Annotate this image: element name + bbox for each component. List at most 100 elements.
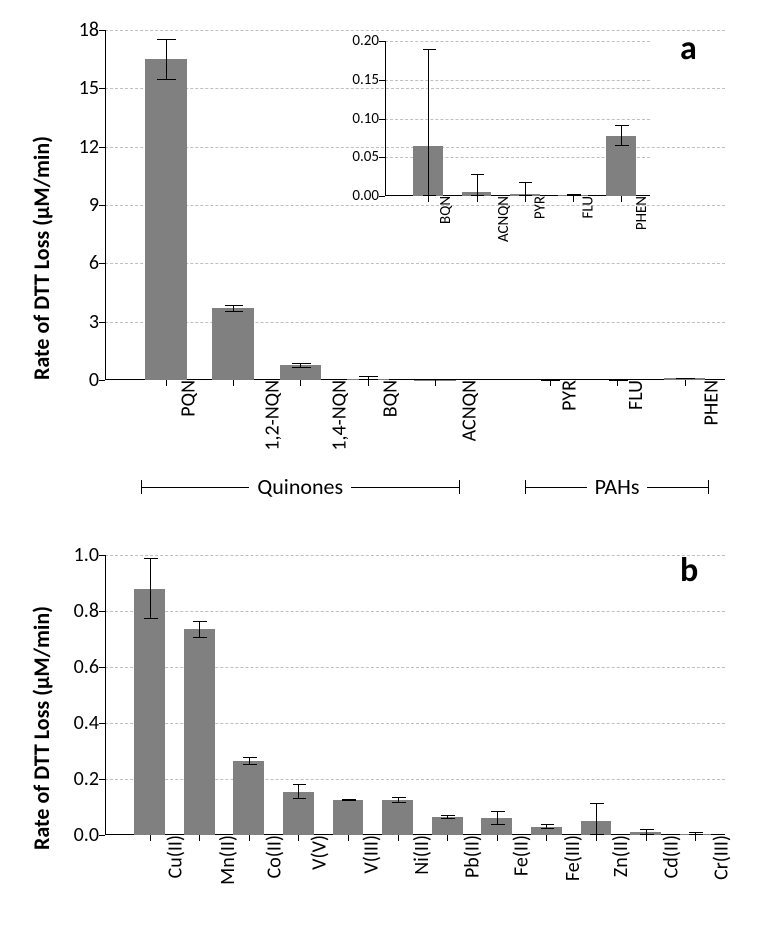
xtick-label: Cd(II): [651, 835, 683, 878]
xtick-label: FLU: [616, 380, 648, 410]
xtick-label: V(V): [300, 835, 332, 870]
xtick: [398, 835, 399, 841]
xtick-label: PHEN: [691, 380, 723, 425]
gridline: [105, 322, 725, 323]
bar: [432, 817, 463, 835]
ytick-label: 9: [39, 193, 105, 217]
ytick: [379, 80, 385, 81]
xtick-label: 1,2-NQN: [252, 380, 284, 451]
xtick-label: Zn(II): [601, 835, 633, 877]
ytick: [99, 611, 105, 612]
ytick-label: 0: [39, 368, 105, 392]
xtick: [447, 835, 448, 841]
gridline: [385, 80, 650, 81]
gridline: [105, 263, 725, 264]
ytick-label: 0.00: [319, 187, 385, 205]
ytick: [379, 157, 385, 158]
xtick-label: Co(II): [255, 835, 287, 878]
error-bar: [477, 174, 478, 196]
ytick-label: 0.6: [39, 655, 105, 679]
ytick-label: 0.05: [319, 148, 385, 166]
gridline: [385, 41, 650, 42]
ytick-label: 3: [39, 310, 105, 334]
bar: [184, 629, 215, 835]
xtick-label: ACNQN: [450, 380, 482, 441]
xtick-label: PQN: [168, 380, 200, 417]
ytick-label: 0.8: [39, 599, 105, 623]
pahs-label: PAHs: [587, 473, 648, 500]
ytick: [379, 196, 385, 197]
ytick: [99, 667, 105, 668]
xtick-label: Fe(II): [501, 835, 533, 876]
ytick-label: 0.4: [39, 711, 105, 735]
xtick: [596, 835, 597, 841]
error-bar: [525, 182, 526, 196]
bar: [134, 589, 165, 835]
xtick-label: BQN: [370, 380, 402, 417]
ytick-label: 0.10: [319, 110, 385, 128]
panel-a: Rate of DTT Loss (µM/min) a 0369121518PQ…: [0, 0, 764, 510]
panel-b-plot: 0.00.20.40.60.81.0Cu(II)Mn(II)Co(II)V(V)…: [105, 555, 725, 835]
xtick: [199, 835, 200, 841]
error-bar: [150, 558, 151, 620]
y-axis-line: [105, 30, 106, 380]
xtick-label: PYR: [523, 196, 549, 219]
ytick: [99, 380, 105, 381]
xtick-label: Fe(III): [553, 835, 585, 881]
ytick: [99, 30, 105, 31]
error-bar: [621, 125, 622, 145]
ytick: [379, 119, 385, 120]
xtick: [348, 835, 349, 841]
ytick-label: 0.20: [319, 32, 385, 50]
error-bar: [348, 799, 349, 802]
error-bar: [199, 621, 200, 638]
ytick: [99, 263, 105, 264]
ytick: [99, 88, 105, 89]
error-bar: [249, 757, 250, 765]
ytick: [99, 835, 105, 836]
ytick-label: 12: [39, 135, 105, 159]
xtick: [300, 380, 301, 386]
error-bar: [497, 811, 498, 825]
error-bar: [300, 363, 301, 368]
error-bar: [596, 803, 597, 835]
ytick-label: 0.0: [39, 823, 105, 847]
bar: [233, 761, 264, 835]
xtick-label: PYR: [549, 380, 581, 411]
y-axis-line: [385, 41, 386, 196]
error-bar: [447, 815, 448, 819]
panel-a-inset: 0.000.050.100.150.20BQNACNQNPYRFLUPHEN: [330, 36, 660, 196]
xtick: [695, 835, 696, 841]
xtick: [166, 380, 167, 386]
error-bar: [298, 784, 299, 800]
xtick-label: Pb(II): [453, 835, 485, 878]
ytick-label: 1.0: [39, 543, 105, 567]
gridline: [105, 555, 725, 556]
ytick: [99, 723, 105, 724]
gridline: [385, 119, 650, 120]
xtick: [646, 835, 647, 841]
figure-stage: { "global": { "background_color": "#ffff…: [0, 0, 764, 939]
xtick: [435, 380, 436, 386]
bar: [382, 800, 413, 835]
xtick: [249, 835, 250, 841]
xtick-label: FLU: [571, 196, 597, 219]
gridline: [105, 30, 725, 31]
xtick-label: Ni(II): [401, 835, 433, 875]
xtick-label: PHEN: [625, 196, 651, 230]
xtick: [233, 380, 234, 386]
error-bar: [166, 39, 167, 80]
ytick-label: 18: [39, 18, 105, 42]
ytick: [379, 41, 385, 42]
quinones-label: Quinones: [249, 473, 351, 500]
xtick-label: BQN: [429, 196, 455, 224]
ytick-label: 0.2: [39, 767, 105, 791]
gridline: [105, 611, 725, 612]
error-bar: [685, 378, 686, 379]
ytick-label: 15: [39, 76, 105, 100]
xtick: [477, 196, 478, 202]
xtick: [546, 835, 547, 841]
y-axis-line: [105, 555, 106, 835]
bar: [333, 800, 364, 835]
bar: [145, 59, 187, 380]
